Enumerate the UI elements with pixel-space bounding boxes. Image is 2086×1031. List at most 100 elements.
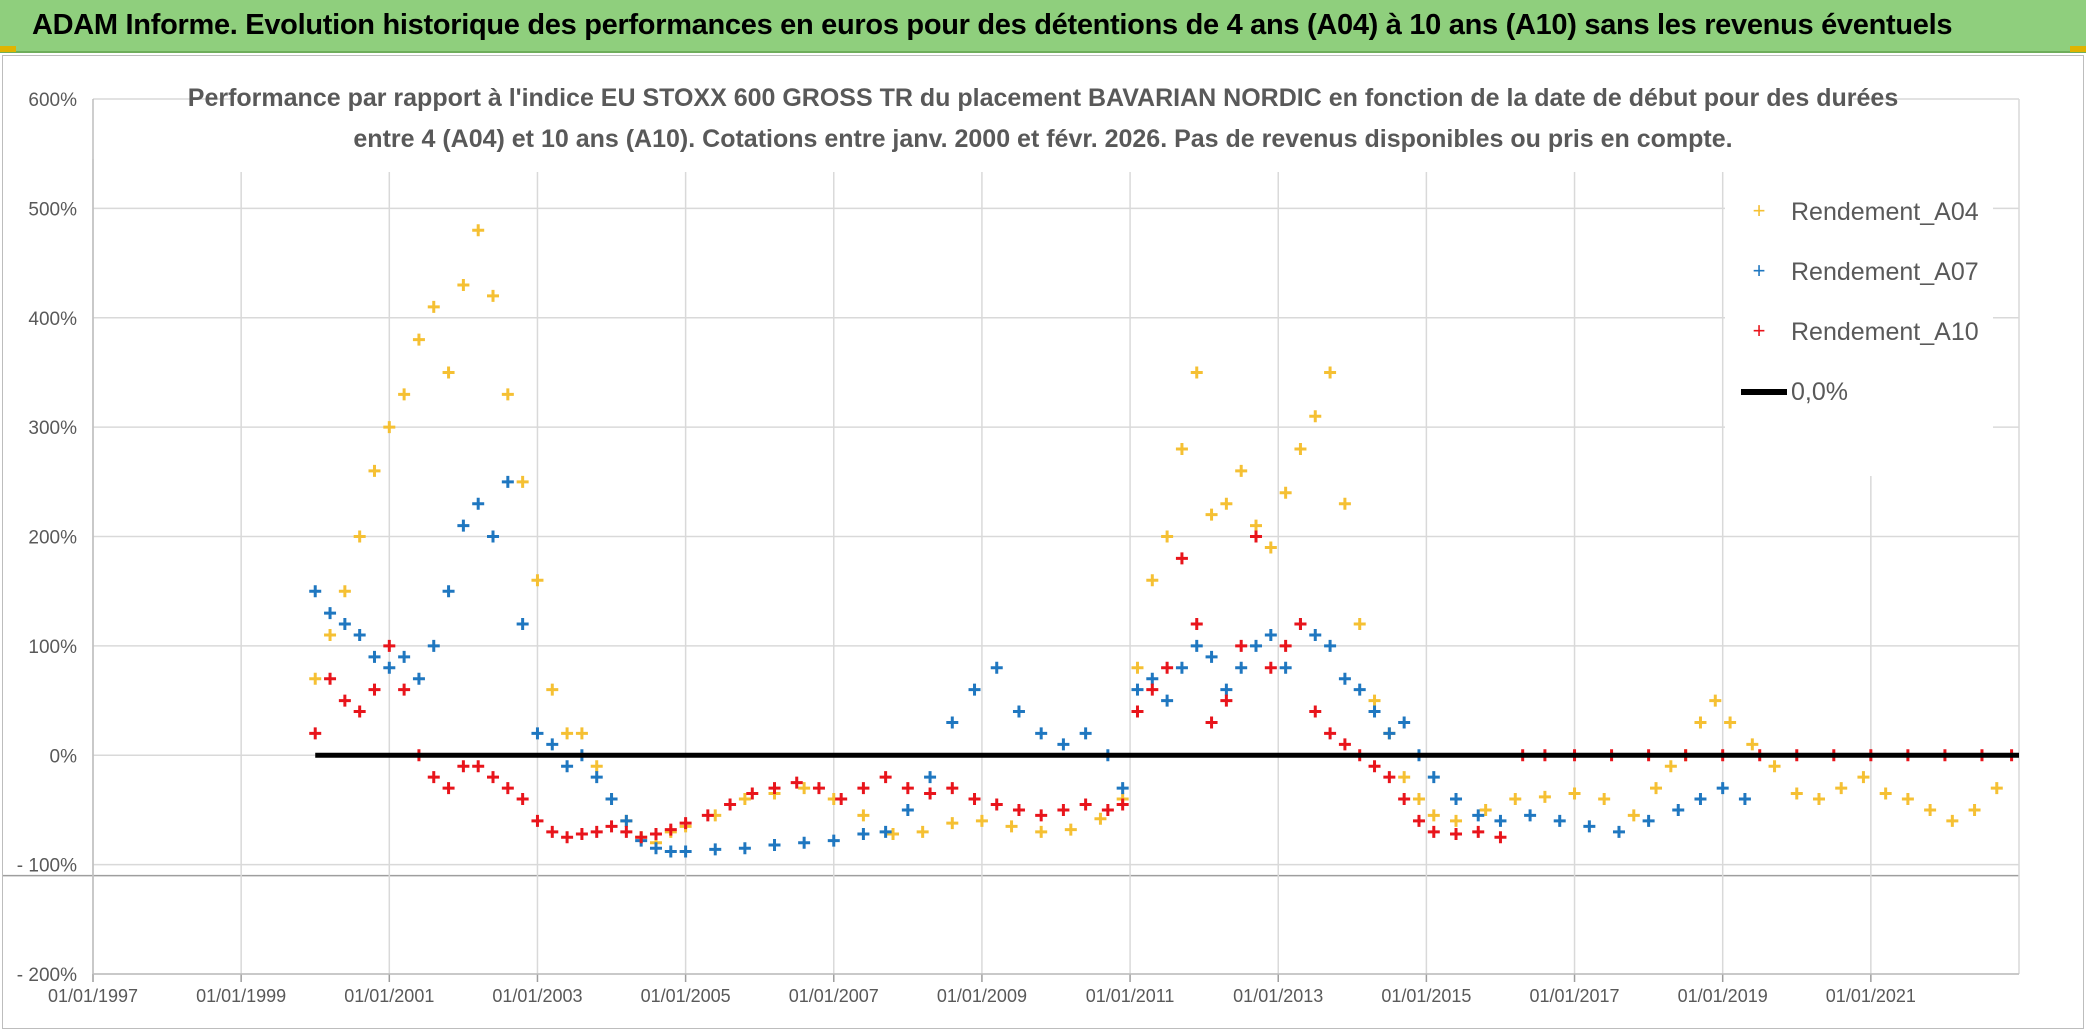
data-point-a04 <box>1264 541 1277 554</box>
data-point-a07 <box>1738 793 1751 805</box>
data-point-a07 <box>879 825 892 838</box>
data-point-a07 <box>1524 809 1537 822</box>
data-point-a07 <box>1672 803 1685 816</box>
data-point-a10 <box>724 798 737 811</box>
data-point-a07 <box>649 842 662 855</box>
data-point-a04 <box>487 289 500 302</box>
x-tick-label: 01/01/2007 <box>789 986 879 1006</box>
data-point-a10 <box>746 787 759 800</box>
data-point-a10 <box>575 828 588 840</box>
y-tick-label: 0% <box>50 746 78 767</box>
data-point-a10 <box>516 793 529 805</box>
series-a07 <box>309 475 1751 858</box>
data-point-a10 <box>1146 683 1159 696</box>
data-point-a04 <box>324 628 337 641</box>
data-point-a10 <box>768 782 781 795</box>
data-point-a10 <box>1035 809 1048 822</box>
data-point-a07 <box>1612 825 1625 838</box>
data-point-a07 <box>1205 650 1218 663</box>
y-tick-label: 600% <box>28 90 77 111</box>
data-point-a07 <box>1116 782 1129 795</box>
data-point-a10 <box>990 798 1003 811</box>
data-point-a10 <box>472 760 485 773</box>
data-point-a10 <box>1131 705 1144 718</box>
data-point-a07 <box>1353 683 1366 696</box>
data-point-a04 <box>383 421 396 434</box>
x-tick-label: 01/01/2017 <box>1529 986 1619 1006</box>
data-point-a07 <box>427 639 440 652</box>
y-tick-label: 500% <box>28 199 77 220</box>
data-point-a04 <box>1694 716 1707 729</box>
data-point-a07 <box>561 760 574 773</box>
data-point-a10 <box>1175 552 1188 565</box>
data-point-a10 <box>879 771 892 784</box>
data-point-a10 <box>664 823 677 836</box>
performance-chart: 600% 500% 400% 300% 200% 100% 0% - 100% - 200% 0… <box>3 76 2020 1006</box>
data-point-a07 <box>590 771 603 784</box>
data-point-a04 <box>887 828 900 840</box>
data-point-a10 <box>546 825 559 838</box>
chart-title-line-2: entre 4 (A04) et 10 ans (A10). Cotations… <box>353 125 1732 153</box>
data-point-a04 <box>1412 793 1425 805</box>
data-point-a10 <box>561 831 574 844</box>
data-point-a04 <box>531 574 544 587</box>
data-point-a04 <box>472 224 485 237</box>
data-point-a10 <box>835 793 848 805</box>
data-point-a10 <box>620 825 633 838</box>
data-point-a07 <box>1716 782 1729 795</box>
data-point-a04 <box>1598 793 1611 805</box>
data-point-a07 <box>709 843 722 856</box>
data-point-a04 <box>1220 497 1233 510</box>
data-point-a07 <box>1279 661 1292 674</box>
data-point-a04 <box>309 672 322 685</box>
data-point-a10 <box>1494 831 1507 844</box>
data-point-a10 <box>1398 793 1411 805</box>
data-point-a10 <box>1294 618 1307 630</box>
data-point-a04 <box>1650 782 1663 795</box>
data-point-a04 <box>457 278 470 291</box>
data-point-a10 <box>812 782 825 795</box>
data-point-a10 <box>457 760 470 773</box>
data-point-a04 <box>501 388 514 401</box>
data-point-a04 <box>1368 694 1381 707</box>
data-point-a04 <box>546 683 559 696</box>
data-point-a10 <box>1279 639 1292 652</box>
data-point-a07 <box>1057 738 1070 751</box>
data-point-a04 <box>1005 820 1018 833</box>
y-axis: 600% 500% 400% 300% 200% 100% 0% - 100% - 200% <box>17 90 94 986</box>
data-point-a10 <box>368 683 381 696</box>
data-point-a07 <box>353 628 366 641</box>
chart-title-line-1: Performance par rapport à l'indice EU ST… <box>188 84 1898 112</box>
data-point-a07 <box>620 814 633 827</box>
legend-marker-a04: + <box>1753 198 1766 223</box>
data-point-a10 <box>590 825 603 838</box>
data-point-a07 <box>1175 661 1188 674</box>
data-point-a07 <box>901 803 914 816</box>
data-point-a10 <box>635 831 648 844</box>
data-point-a04 <box>1627 809 1640 822</box>
data-point-a10 <box>1324 727 1337 740</box>
data-point-a07 <box>679 845 692 858</box>
data-point-a04 <box>1968 803 1981 816</box>
data-point-a10 <box>1079 798 1092 811</box>
data-point-a07 <box>1427 771 1440 784</box>
chart-legend: + Rendement_A04 + Rendement_A07 + Rendem… <box>1725 156 1993 476</box>
data-point-a10 <box>324 672 337 685</box>
data-point-a04 <box>1064 823 1077 836</box>
data-point-a10 <box>968 793 981 805</box>
data-point-a04 <box>916 825 929 838</box>
data-point-a10 <box>398 683 411 696</box>
data-point-a10 <box>353 705 366 718</box>
x-tick-label: 01/01/2021 <box>1826 986 1916 1006</box>
chart-gridlines <box>3 98 2020 975</box>
data-point-a04 <box>1294 443 1307 455</box>
data-point-a07 <box>1146 672 1159 685</box>
data-point-a10 <box>946 782 959 795</box>
data-point-a04 <box>1235 464 1248 477</box>
data-point-a10 <box>309 727 322 740</box>
x-tick-label: 01/01/2015 <box>1381 986 1471 1006</box>
data-point-a10 <box>901 782 914 795</box>
data-point-a07 <box>516 618 529 630</box>
data-point-a10 <box>790 776 803 789</box>
series-a10 <box>309 530 2018 844</box>
